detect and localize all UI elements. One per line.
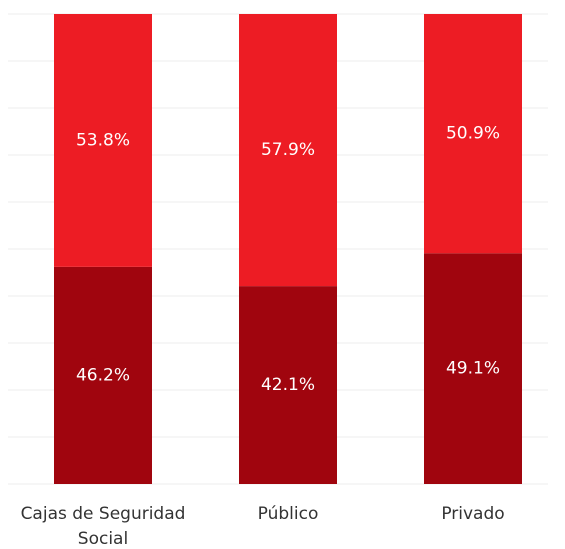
bar-segment [54, 14, 152, 267]
bar-segment [239, 286, 337, 484]
data-label: 49.1% [446, 359, 500, 379]
x-tick-label: Público [257, 504, 319, 524]
bar-segment [54, 266, 152, 484]
data-label: 57.9% [261, 140, 315, 160]
bar-segment [239, 14, 337, 287]
data-label: 50.9% [446, 124, 500, 144]
data-label: 42.1% [261, 375, 315, 395]
data-label: 53.8% [76, 130, 130, 150]
x-tick-label: Privado [441, 504, 505, 524]
bar-segment [424, 14, 522, 254]
x-tick-label: Cajas de Seguridad Social [20, 504, 186, 549]
bar-segment [424, 253, 522, 484]
data-label: 46.2% [76, 365, 130, 385]
